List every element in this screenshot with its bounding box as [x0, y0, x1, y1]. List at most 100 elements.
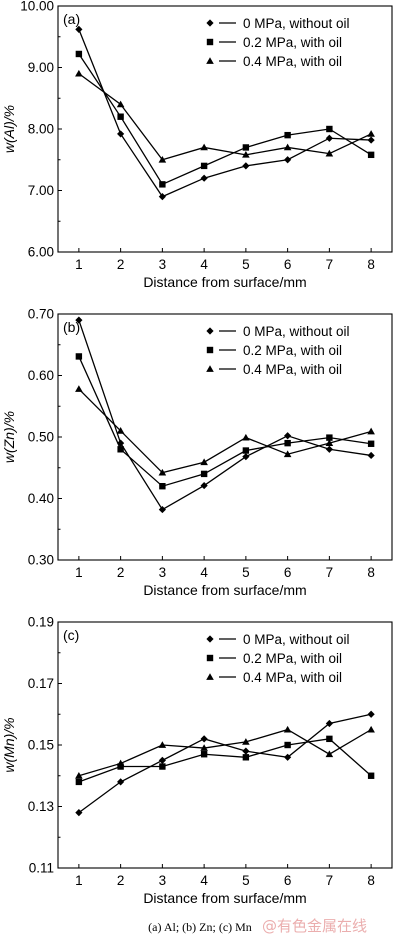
data-point-square	[284, 131, 291, 139]
y-tick-label: 0.17	[28, 676, 54, 691]
panel-label: (b)	[63, 319, 80, 335]
data-point-triangle	[367, 427, 375, 435]
legend-marker-diamond	[206, 327, 214, 335]
series-line-square	[78, 356, 372, 487]
data-point-square	[242, 447, 250, 454]
y-tick-label: 0.11	[29, 861, 54, 876]
data-point-diamond	[325, 719, 333, 728]
data-point-triangle	[242, 433, 250, 441]
data-point-diamond	[75, 316, 83, 324]
x-tick-label: 7	[326, 873, 334, 888]
x-tick-label: 7	[326, 565, 334, 580]
data-point-square	[75, 353, 83, 360]
x-tick-label: 4	[200, 565, 208, 580]
series-line-square	[78, 53, 372, 186]
data-point-diamond	[325, 445, 333, 453]
x-tick-label: 1	[75, 565, 83, 580]
data-point-diamond	[200, 174, 208, 182]
y-axis-label: w(Al)/%	[1, 105, 17, 153]
y-tick-label: 10.00	[20, 0, 54, 14]
series-line-diamond	[78, 29, 372, 198]
x-tick-label: 8	[367, 873, 375, 888]
data-point-square	[284, 439, 291, 447]
legend-label: 0.4 MPa, with oil	[243, 362, 342, 377]
data-point-triangle	[75, 385, 83, 392]
data-point-diamond	[200, 735, 208, 743]
data-point-diamond	[200, 481, 208, 490]
data-point-diamond	[75, 809, 83, 817]
legend-marker-diamond	[206, 635, 214, 643]
data-point-square	[242, 144, 250, 151]
data-point-triangle	[200, 458, 208, 466]
data-point-square	[326, 434, 333, 441]
data-point-triangle	[325, 439, 334, 446]
data-point-triangle	[200, 744, 208, 751]
data-point-diamond	[284, 432, 292, 440]
data-point-square	[200, 751, 208, 758]
y-tick-label: 6.00	[28, 245, 54, 260]
data-point-diamond	[242, 747, 250, 755]
y-tick-label: 8.00	[28, 122, 54, 137]
data-point-diamond	[367, 136, 375, 144]
y-tick-label: 0.13	[28, 799, 54, 814]
x-axis-label: Distance from surface/mm	[143, 582, 306, 598]
data-point-square	[117, 446, 124, 453]
data-point-diamond	[367, 710, 375, 718]
data-point-diamond	[158, 505, 166, 514]
data-point-triangle	[200, 143, 208, 151]
y-tick-label: 0.19	[28, 615, 54, 630]
data-point-square	[117, 763, 124, 770]
data-point-diamond	[158, 193, 166, 201]
y-tick-label: 7.00	[28, 183, 54, 198]
data-point-diamond	[117, 439, 125, 447]
data-point-square	[159, 181, 166, 188]
x-tick-label: 8	[367, 565, 375, 580]
x-tick-label: 6	[284, 565, 292, 580]
data-point-triangle	[283, 450, 292, 458]
y-tick-label: 0.60	[28, 368, 54, 383]
legend-marker-square	[206, 654, 214, 662]
series-line-triangle	[78, 73, 372, 161]
legend-label: 0.2 MPa, with oil	[243, 35, 342, 50]
data-point-triangle	[158, 741, 167, 748]
x-tick-label: 6	[284, 873, 292, 888]
series-line-square	[78, 738, 372, 783]
chart-panel-2: 0.30 0.40 0.50 0.60 0.70 1 2 3 4 5 6 7 8 Distance fro…	[1, 307, 393, 598]
data-point-triangle	[283, 143, 292, 151]
data-point-square	[284, 741, 291, 749]
data-point-diamond	[284, 753, 292, 761]
legend-marker-triangle	[206, 673, 214, 680]
y-tick-label: 0.15	[28, 738, 54, 753]
legend-label: 0 MPa, without oil	[243, 16, 350, 31]
x-tick-label: 1	[75, 257, 83, 272]
data-point-triangle	[116, 759, 125, 767]
data-point-triangle	[325, 750, 334, 758]
data-point-triangle	[283, 725, 292, 733]
data-point-diamond	[242, 162, 250, 170]
legend-marker-square	[206, 346, 214, 354]
y-axis-label: w(Mn)/%	[1, 717, 17, 772]
series-line-triangle	[78, 728, 372, 777]
data-point-triangle	[367, 725, 375, 733]
data-point-square	[159, 763, 166, 770]
x-tick-label: 7	[326, 257, 334, 272]
data-point-triangle	[158, 155, 167, 163]
legend-label: 0.4 MPa, with oil	[243, 54, 342, 69]
legend-label: 0 MPa, without oil	[243, 632, 350, 647]
x-tick-label: 3	[159, 565, 167, 580]
data-point-square	[326, 735, 333, 743]
panel-label: (c)	[63, 627, 79, 643]
watermark: @有色金属在线	[262, 917, 368, 935]
data-point-diamond	[367, 451, 375, 460]
data-point-square	[367, 440, 375, 447]
y-tick-label: 0.40	[28, 491, 54, 506]
legend-label: 0.2 MPa, with oil	[243, 651, 342, 666]
data-point-square	[367, 772, 375, 779]
data-point-triangle	[75, 69, 83, 77]
x-tick-label: 2	[117, 257, 125, 272]
data-point-triangle	[116, 100, 125, 108]
data-point-square	[200, 470, 208, 478]
legend-marker-square	[206, 38, 214, 46]
data-point-triangle	[367, 130, 375, 137]
